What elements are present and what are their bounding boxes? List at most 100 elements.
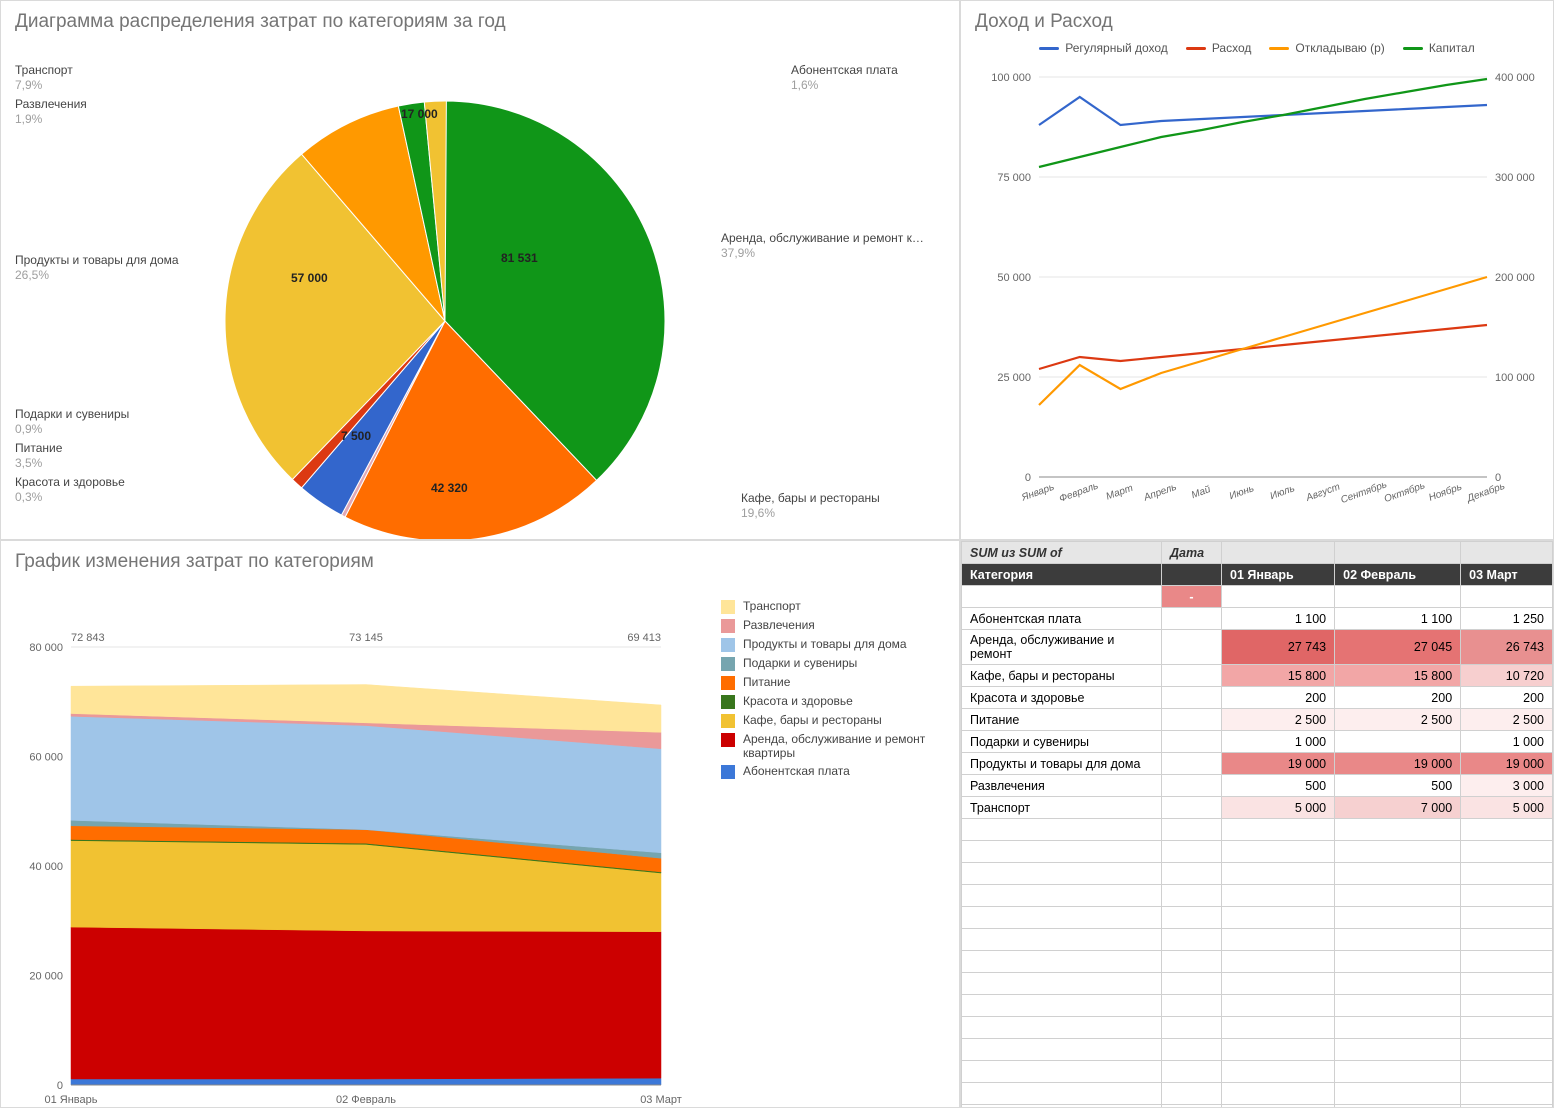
value-cell: 19 000 — [1222, 753, 1335, 775]
svg-text:0: 0 — [1025, 472, 1031, 484]
svg-text:Январь: Январь — [1019, 482, 1055, 504]
legend-swatch — [721, 765, 735, 779]
callout-label: Аренда, обслуживание и ремонт к… — [721, 231, 924, 246]
legend-label: Развлечения — [743, 618, 815, 632]
value-cell: 200 — [1335, 687, 1461, 709]
legend-label: Расход — [1212, 41, 1252, 55]
svg-text:100 000: 100 000 — [991, 72, 1031, 84]
table-row: Питание2 5002 5002 500 — [962, 709, 1553, 731]
table-row: Развлечения5005003 000 — [962, 775, 1553, 797]
table-title-cell — [1222, 542, 1335, 564]
legend-item: Расход — [1186, 41, 1252, 55]
legend-label: Откладываю (р) — [1295, 41, 1384, 55]
svg-text:02 Февраль: 02 Февраль — [336, 1094, 396, 1105]
pie-callout: Абонентская плата1,6% — [791, 63, 898, 93]
svg-text:73 145: 73 145 — [349, 632, 383, 644]
table-row: Красота и здоровье200200200 — [962, 687, 1553, 709]
svg-text:400 000: 400 000 — [1495, 72, 1535, 84]
table-row: Абонентская плата1 1001 1001 250 — [962, 608, 1553, 630]
svg-text:75 000: 75 000 — [997, 172, 1031, 184]
callout-label: Кафе, бары и рестораны — [741, 491, 880, 506]
empty-row — [962, 885, 1553, 907]
value-cell: 2 500 — [1222, 709, 1335, 731]
legend-item: Регулярный доход — [1039, 41, 1168, 55]
legend-item: Подарки и сувениры — [721, 656, 941, 671]
value-cell: 5 000 — [1222, 797, 1335, 819]
legend-item: Транспорт — [721, 599, 941, 614]
line-legend: Регулярный доход Расход Откладываю (р) Капи… — [975, 41, 1539, 55]
callout-label: Питание — [15, 441, 62, 456]
legend-label: Транспорт — [743, 599, 801, 613]
svg-text:Сентябрь: Сентябрь — [1339, 478, 1388, 506]
table-header-cell: 01 Январь — [1222, 564, 1335, 586]
pie-value-label: 57 000 — [291, 271, 328, 285]
callout-label: Продукты и товары для дома — [15, 253, 179, 268]
value-cell — [1335, 731, 1461, 753]
area-panel: График изменения затрат по категориям 02… — [0, 540, 960, 1108]
value-cell: 2 500 — [1461, 709, 1553, 731]
empty-row — [962, 929, 1553, 951]
table-row: Аренда, обслуживание и ремонт27 74327 04… — [962, 630, 1553, 665]
callout-pct: 3,5% — [15, 456, 62, 471]
callout-label: Абонентская плата — [791, 63, 898, 78]
legend-swatch — [1186, 47, 1206, 50]
callout-pct: 7,9% — [15, 78, 73, 93]
legend-swatch — [721, 695, 735, 709]
table-header-row: Категория01 Январь02 Февраль03 Март — [962, 564, 1553, 586]
empty-row — [962, 995, 1553, 1017]
legend-swatch — [721, 600, 735, 614]
empty-row — [962, 1061, 1553, 1083]
legend-swatch — [1403, 47, 1423, 50]
svg-text:20 000: 20 000 — [29, 971, 63, 983]
pie-callout: Питание3,5% — [15, 441, 62, 471]
callout-label: Развлечения — [15, 97, 87, 112]
legend-swatch — [721, 676, 735, 690]
pie-callout: Красота и здоровье0,3% — [15, 475, 125, 505]
legend-label: Кафе, бары и рестораны — [743, 713, 882, 727]
table-row: Продукты и товары для дома19 00019 00019… — [962, 753, 1553, 775]
legend-swatch — [1269, 47, 1289, 50]
value-cell: 200 — [1461, 687, 1553, 709]
category-cell: Подарки и сувениры — [962, 731, 1162, 753]
area-title: График изменения затрат по категориям — [15, 551, 945, 573]
value-cell: 5 000 — [1461, 797, 1553, 819]
table-dash-row: - — [962, 586, 1553, 608]
svg-text:25 000: 25 000 — [997, 372, 1031, 384]
callout-label: Транспорт — [15, 63, 73, 78]
value-cell: 500 — [1335, 775, 1461, 797]
svg-text:01 Январь: 01 Январь — [45, 1094, 98, 1105]
pie-callout: Подарки и сувениры0,9% — [15, 407, 129, 437]
callout-pct: 1,9% — [15, 112, 87, 127]
legend-swatch — [721, 714, 735, 728]
table-row: Подарки и сувениры1 0001 000 — [962, 731, 1553, 753]
legend-swatch — [721, 733, 735, 747]
svg-text:0: 0 — [57, 1080, 63, 1092]
callout-pct: 26,5% — [15, 268, 179, 283]
empty-row — [962, 819, 1553, 841]
pie-value-label: 17 000 — [401, 107, 438, 121]
svg-text:60 000: 60 000 — [29, 752, 63, 764]
table-title-row: SUM из SUM ofДата — [962, 542, 1553, 564]
pie-chart — [15, 41, 945, 540]
line-panel: Доход и Расход Регулярный доходРасходОтк… — [960, 0, 1554, 540]
value-cell: 1 000 — [1461, 731, 1553, 753]
svg-text:03 Март: 03 Март — [640, 1094, 682, 1105]
svg-text:200 000: 200 000 — [1495, 272, 1535, 284]
pie-title: Диаграмма распределения затрат по катего… — [15, 11, 945, 33]
callout-label: Подарки и сувениры — [15, 407, 129, 422]
table-header-cell: 03 Март — [1461, 564, 1553, 586]
category-cell: Продукты и товары для дома — [962, 753, 1162, 775]
value-cell: 15 800 — [1335, 665, 1461, 687]
table-title-cell: Дата — [1162, 542, 1222, 564]
empty-row — [962, 1083, 1553, 1105]
value-cell: 2 500 — [1335, 709, 1461, 731]
legend-label: Продукты и товары для дома — [743, 637, 907, 651]
legend-label: Капитал — [1429, 41, 1475, 55]
legend-label: Питание — [743, 675, 790, 689]
pie-callout: Кафе, бары и рестораны19,6% — [741, 491, 880, 521]
legend-label: Регулярный доход — [1065, 41, 1168, 55]
value-cell: 26 743 — [1461, 630, 1553, 665]
svg-text:80 000: 80 000 — [29, 642, 63, 654]
legend-item: Продукты и товары для дома — [721, 637, 941, 652]
table-title-cell — [1461, 542, 1553, 564]
